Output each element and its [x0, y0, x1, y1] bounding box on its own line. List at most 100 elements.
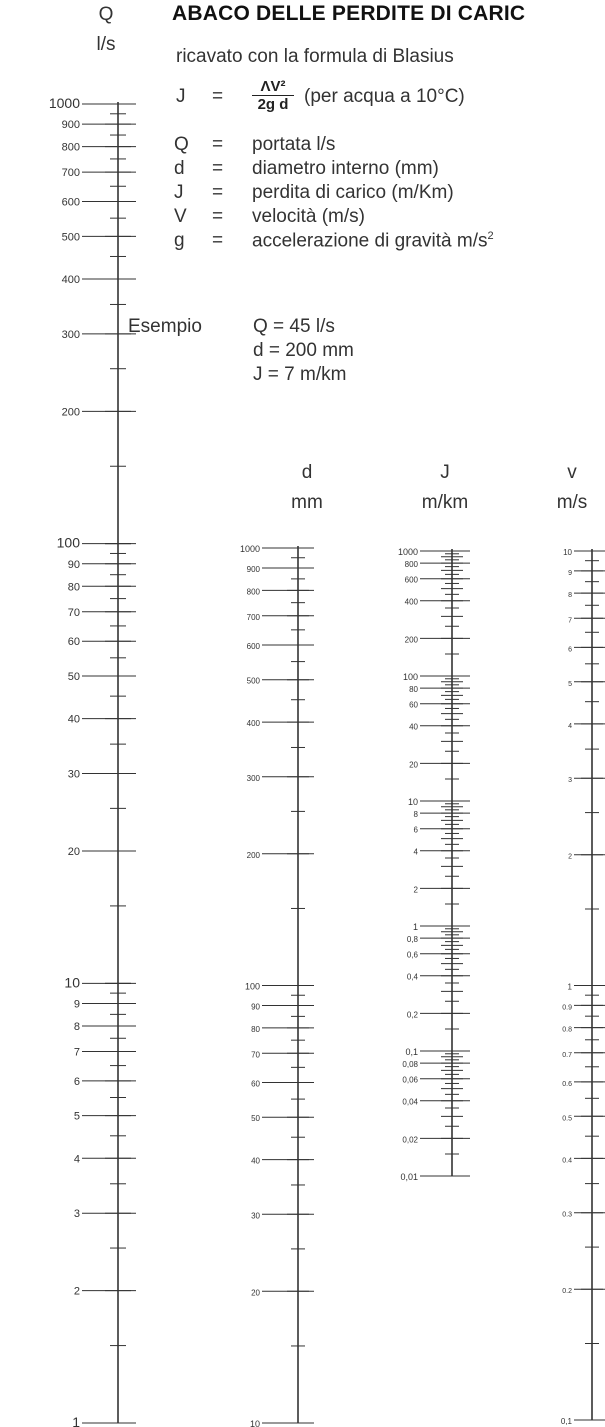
j-tick-label: 20	[409, 760, 418, 769]
example-line: Q = 45 l/s	[253, 316, 335, 337]
d-tick-label: 80	[251, 1025, 260, 1034]
legend-symbol: g	[174, 230, 185, 251]
formula-numerator: ΛV²	[260, 78, 286, 95]
fraction-bar	[252, 95, 294, 96]
j-axis-header: J m/km	[400, 458, 490, 518]
legend-equals: =	[212, 206, 224, 227]
v-tick-label: 0.8	[562, 1027, 572, 1034]
q-tick-label: 60	[68, 636, 80, 648]
legend-text: portata l/s	[252, 134, 336, 155]
d-axis-header: d mm	[272, 458, 342, 518]
j-tick-label: 600	[405, 576, 419, 585]
j-tick-label: 0,6	[407, 951, 419, 960]
j-tick-label: 0,06	[402, 1076, 418, 1085]
q-tick-label: 8	[74, 1021, 80, 1033]
q-tick-label: 1000	[49, 95, 80, 111]
q-axis-header: Q l/s	[76, 0, 136, 60]
legend-equals: =	[212, 182, 224, 203]
q-tick-label: 9	[74, 998, 80, 1010]
d-tick-label: 700	[247, 613, 261, 622]
j-tick-label: 0,02	[402, 1135, 418, 1144]
q-tick-label: 5	[74, 1111, 80, 1123]
q-tick-label: 700	[62, 167, 80, 179]
j-tick-label: 0,2	[407, 1010, 419, 1019]
v-scale: 0,1 0.2 0.3 0.4 0.5 0.6 0.7 0.8 0.9 1 2 3 4 5 6 7 8 9 10	[561, 548, 605, 1426]
legend-symbol: Q	[174, 134, 189, 155]
d-axis-symbol: d	[301, 462, 313, 483]
legend-text: diametro interno (mm)	[252, 158, 439, 179]
example-line: J = 7 m/km	[253, 364, 347, 385]
j-tick-label: 200	[405, 635, 419, 644]
q-tick-label: 80	[68, 581, 80, 593]
v-tick-label: 3	[568, 777, 572, 784]
j-scale: 0,01 0,02 0,04 0,06 0,08 0,1 0,2 0,4 0,6 0,8 1 2 4 6 8…	[398, 547, 470, 1182]
legend-equals: =	[212, 134, 224, 155]
q-axis-unit: l/s	[96, 34, 116, 55]
j-tick-label: 10	[408, 797, 418, 807]
v-tick-label: 0.5	[562, 1115, 572, 1122]
q-scale: 1 2 3 4 5 6 7 8 9 10 20 30 40 50 60 70 80 90 100 200 300 400 5…	[49, 95, 136, 1427]
v-tick-label: 7	[568, 617, 572, 624]
d-axis-unit: mm	[291, 492, 323, 513]
q-axis-symbol: Q	[98, 4, 114, 25]
v-tick-label: 0.3	[562, 1212, 572, 1219]
q-tick-label: 300	[62, 329, 80, 341]
legend-equals: =	[212, 230, 224, 251]
d-tick-label: 800	[247, 587, 261, 596]
q-tick-label: 6	[74, 1076, 80, 1088]
v-axis-header: v m/s	[542, 458, 602, 518]
v-tick-label: 2	[568, 854, 572, 861]
v-tick-label: 0.4	[562, 1157, 572, 1164]
legend-text: velocità (m/s)	[252, 206, 365, 227]
j-tick-label: 2	[414, 885, 419, 894]
chart-subtitle: ricavato con la formula di Blasius	[176, 46, 454, 67]
q-tick-label: 3	[74, 1208, 80, 1220]
legend-text: accelerazione di gravità m/s2	[252, 230, 494, 252]
q-tick-label: 70	[68, 607, 80, 619]
j-tick-label: 0,4	[407, 973, 419, 982]
d-tick-label: 1000	[240, 544, 260, 554]
j-tick-label: 800	[405, 560, 419, 569]
q-tick-label: 4	[74, 1153, 80, 1165]
d-tick-label: 300	[247, 774, 261, 783]
j-tick-label: 4	[414, 848, 419, 857]
d-tick-label: 40	[251, 1157, 260, 1166]
j-tick-label: 0,8	[407, 935, 419, 944]
q-tick-label: 400	[62, 274, 80, 286]
q-tick-label: 1	[72, 1414, 80, 1427]
q-tick-label: 500	[62, 231, 80, 243]
j-tick-label: 0,01	[400, 1172, 418, 1182]
legend-symbol: V	[174, 206, 187, 227]
d-tick-label: 100	[245, 982, 260, 992]
v-tick-label: 0.7	[562, 1052, 572, 1059]
formula-note: (per acqua a 10°C)	[304, 86, 465, 107]
q-tick-label: 200	[62, 406, 80, 418]
q-tick-label: 40	[68, 714, 80, 726]
q-tick-label: 30	[68, 769, 80, 781]
q-tick-label: 800	[62, 142, 80, 154]
j-tick-label: 0,04	[402, 1098, 418, 1107]
q-tick-label: 2	[74, 1286, 80, 1298]
v-tick-label: 1	[568, 983, 573, 992]
d-tick-label: 20	[251, 1288, 260, 1297]
v-tick-label: 5	[568, 681, 572, 688]
v-tick-label: 4	[568, 723, 572, 730]
j-tick-label: 8	[414, 810, 419, 819]
d-tick-label: 600	[247, 642, 261, 651]
d-tick-label: 400	[247, 719, 261, 728]
v-tick-label: 8	[568, 592, 572, 599]
q-tick-label: 100	[57, 535, 81, 551]
v-tick-label: 9	[568, 570, 572, 577]
d-scale: 10 20 30 40 50 60 70 80 90 100 200 300 400 500 600 700 8…	[240, 544, 314, 1427]
legend-symbol: J	[174, 182, 184, 203]
d-tick-label: 50	[251, 1114, 260, 1123]
j-tick-label: 6	[414, 826, 419, 835]
d-tick-label: 60	[251, 1080, 260, 1089]
d-tick-label: 200	[247, 851, 261, 860]
j-tick-label: 40	[409, 723, 418, 732]
d-tick-label: 70	[251, 1050, 260, 1059]
v-axis-symbol: v	[567, 462, 577, 483]
v-axis-unit: m/s	[556, 492, 588, 513]
q-tick-label: 10	[64, 974, 80, 990]
v-tick-label: 0,1	[561, 1417, 573, 1426]
